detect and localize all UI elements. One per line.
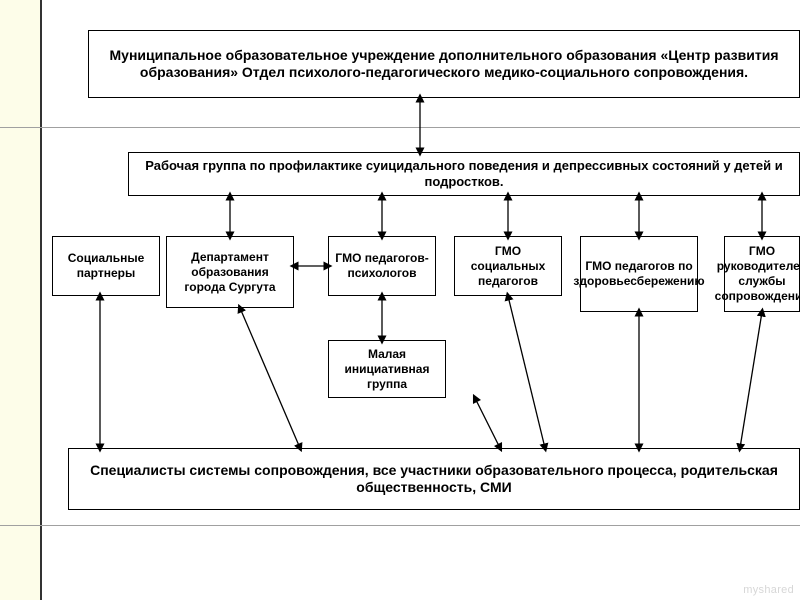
- box-text: Департамент образования города Сургута: [173, 250, 287, 295]
- box-text: Специалисты системы сопровождения, все у…: [75, 462, 793, 497]
- box-text: Малая инициативная группа: [335, 347, 439, 392]
- connector-arrow: [508, 296, 545, 448]
- box-social-partners: Социальные партнеры: [52, 236, 160, 296]
- box-text: ГМО педагогов-психологов: [335, 251, 429, 281]
- box-small-initiative-group: Малая инициативная группа: [328, 340, 446, 398]
- connector-arrow: [475, 398, 500, 448]
- box-gmo-health: ГМО педагогов по здоровьесбережению: [580, 236, 698, 312]
- box-text: Социальные партнеры: [59, 251, 153, 281]
- connector-arrow: [240, 308, 300, 448]
- horizontal-rule: [0, 525, 800, 526]
- diagram-canvas: Муниципальное образовательное учреждение…: [0, 0, 800, 600]
- connector-arrow: [740, 312, 762, 448]
- box-gmo-social-pedagogues: ГМО социальных педагогов: [454, 236, 562, 296]
- box-text: ГМО социальных педагогов: [461, 244, 555, 289]
- box-specialists: Специалисты системы сопровождения, все у…: [68, 448, 800, 510]
- box-gmo-psychologists: ГМО педагогов-психологов: [328, 236, 436, 296]
- box-working-group: Рабочая группа по профилактике суицидаль…: [128, 152, 800, 196]
- box-gmo-leaders: ГМО руководителей службы сопровождения: [724, 236, 800, 312]
- horizontal-rule: [0, 127, 800, 128]
- box-text: ГМО педагогов по здоровьесбережению: [573, 259, 704, 289]
- box-text: Рабочая группа по профилактике суицидаль…: [135, 158, 793, 191]
- watermark: myshared: [743, 584, 794, 596]
- left-margin-block: [0, 0, 40, 600]
- box-text: ГМО руководителей службы сопровождения: [715, 244, 800, 304]
- left-vertical-rule: [40, 0, 42, 600]
- box-municipal-institution: Муниципальное образовательное учреждение…: [88, 30, 800, 98]
- box-department-education: Департамент образования города Сургута: [166, 236, 294, 308]
- box-text: Муниципальное образовательное учреждение…: [95, 47, 793, 82]
